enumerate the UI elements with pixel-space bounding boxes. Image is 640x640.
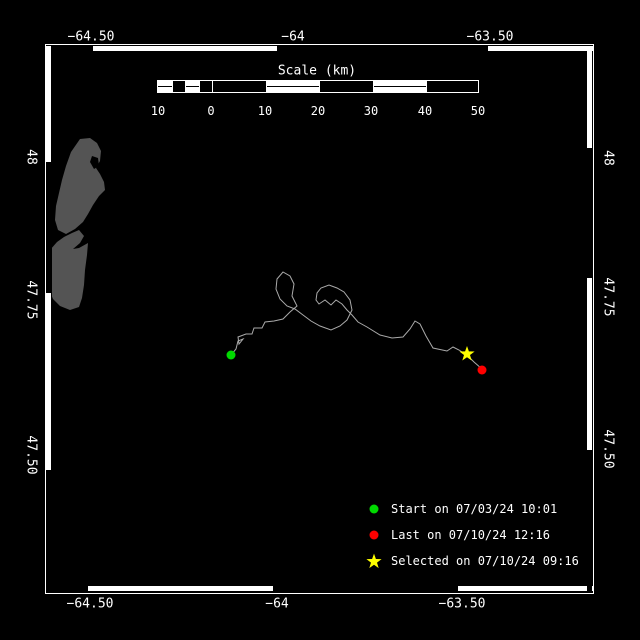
frame-band-left-segment — [46, 162, 51, 293]
map-frame-border — [45, 44, 594, 594]
frame-band-bottom-segment — [273, 586, 458, 591]
scale-bar-divider — [185, 81, 186, 92]
legend-marker-last — [369, 530, 379, 540]
scale-bar-divider — [426, 81, 427, 92]
lon-label-bottom: −63.50 — [438, 596, 486, 612]
selected-marker-star[interactable] — [459, 346, 475, 361]
scale-bar-cell — [171, 81, 185, 92]
scale-bar-divider — [198, 81, 200, 92]
scale-bar-cell — [158, 81, 172, 92]
scale-bar-km-label: 50 — [470, 104, 486, 118]
frame-band-right-segment — [587, 450, 592, 591]
legend-label: Start on 07/03/24 10:01 — [391, 502, 558, 516]
frame-band-top-segment — [277, 46, 488, 51]
lat-label-left: 47.50 — [23, 435, 39, 475]
scale-bar-divider — [212, 81, 213, 92]
scale-bar-cell — [372, 81, 426, 92]
scale-bar-km-label: 10 — [257, 104, 273, 118]
gps-track-line — [230, 271, 483, 370]
scale-bar-km-label: 20 — [310, 104, 326, 118]
scale-bar-divider — [319, 81, 320, 92]
frame-band-left — [46, 46, 51, 591]
scale-bar-km-label: 30 — [363, 104, 379, 118]
landmass — [52, 138, 105, 310]
frame-band-top-segment — [47, 46, 93, 51]
legend-label: Last on 07/10/24 12:16 — [391, 528, 550, 542]
scale-bar-title: Scale (km) — [277, 63, 357, 79]
scale-bar-cell — [212, 81, 266, 92]
frame-band-bottom-segment — [47, 586, 88, 591]
scale-bar-divider — [171, 81, 173, 92]
lat-label-right: 47.75 — [600, 277, 616, 317]
frame-band-left-segment — [46, 470, 51, 591]
scale-bar-cell — [319, 81, 373, 92]
lon-label-top: −63.50 — [466, 29, 514, 45]
frame-band-right — [587, 46, 592, 591]
scale-bar-km-label: 40 — [417, 104, 433, 118]
lon-label-top: −64.50 — [67, 29, 115, 45]
scale-bar-km-label: 10 — [150, 104, 166, 118]
lon-label-bottom: −64 — [265, 596, 289, 612]
scale-bar-cell — [185, 81, 199, 92]
lon-label-top: −64 — [281, 29, 305, 45]
last-marker[interactable] — [477, 365, 487, 375]
lat-label-left: 47.75 — [23, 280, 39, 320]
land-lagoon — [90, 156, 99, 169]
scale-bar-divider — [372, 81, 374, 92]
lat-label-right: 47.50 — [600, 429, 616, 469]
lon-label-bottom: −64.50 — [66, 596, 114, 612]
start-marker[interactable] — [226, 350, 236, 360]
legend-label: Selected on 07/10/24 09:16 — [391, 554, 579, 568]
scale-bar-cell — [198, 81, 212, 92]
scale-bar-track — [157, 80, 479, 93]
legend-marker-start — [369, 504, 379, 514]
lat-label-left: 48 — [23, 149, 39, 165]
scale-bar-km-label: 0 — [207, 104, 215, 118]
land-polygon — [52, 230, 88, 310]
scale-bar-cell — [265, 81, 319, 92]
frame-band-right-segment — [587, 148, 592, 278]
lat-label-right: 48 — [600, 150, 616, 166]
scale-bar-cell — [426, 81, 478, 92]
legend-marker-selected-star — [365, 552, 383, 570]
scale-bar-divider — [265, 81, 267, 92]
